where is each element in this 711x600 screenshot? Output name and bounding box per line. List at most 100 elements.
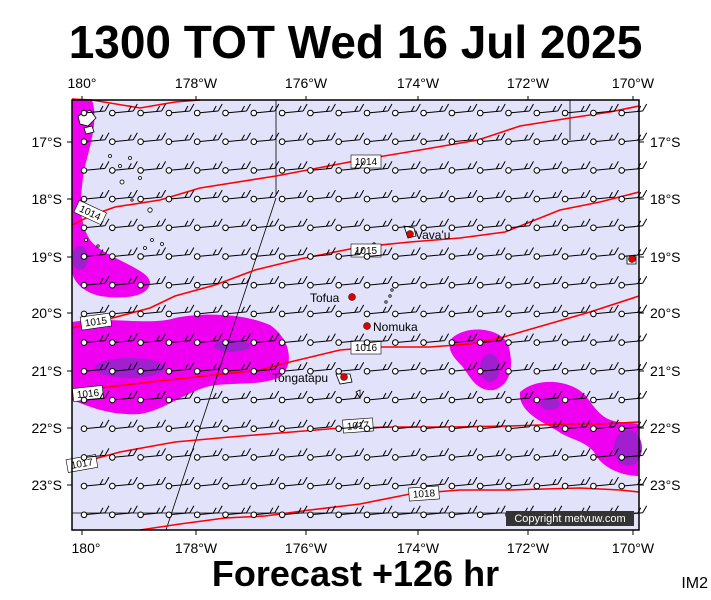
wind-barb xyxy=(253,275,280,286)
wind-station xyxy=(250,482,258,490)
wind-station xyxy=(618,195,626,203)
wind-station xyxy=(109,368,116,375)
wind-barb xyxy=(282,247,308,257)
wind-station xyxy=(278,195,286,203)
wind-barb xyxy=(197,333,223,344)
wind-barb xyxy=(282,218,308,229)
wind-barb xyxy=(225,362,251,372)
wind-barb xyxy=(536,103,563,114)
wind-barb xyxy=(536,189,563,200)
wind-station xyxy=(533,339,541,346)
map-frame xyxy=(71,99,640,531)
lat-label-right: 18°S xyxy=(650,191,681,207)
wind-station xyxy=(590,368,597,375)
wind-barb xyxy=(168,304,195,315)
wind-station xyxy=(80,224,88,232)
wind-barb xyxy=(536,218,563,229)
wind-station xyxy=(335,310,343,318)
wind-station xyxy=(335,511,343,519)
wind-station xyxy=(561,454,569,461)
wind-barb xyxy=(593,247,619,257)
rain-core-southeast-2 xyxy=(540,398,560,410)
wind-station xyxy=(561,396,569,404)
wind-station xyxy=(392,482,399,490)
wind-barb xyxy=(565,132,591,143)
wind-barb xyxy=(253,103,280,114)
wind-barb xyxy=(536,333,563,344)
wind-barb xyxy=(395,218,421,229)
wind-barb xyxy=(451,448,478,458)
wind-station xyxy=(193,167,201,174)
lat-label-left: 19°S xyxy=(31,249,62,265)
wind-station xyxy=(193,454,201,461)
wind-barb xyxy=(310,161,336,171)
wind-station xyxy=(335,109,343,117)
wind-station xyxy=(307,138,314,145)
wind-barb xyxy=(168,505,195,516)
wind-station xyxy=(476,138,484,145)
wind-station xyxy=(222,138,229,145)
wind-station xyxy=(137,195,144,203)
lat-label-right: 19°S xyxy=(650,249,681,265)
wind-station xyxy=(618,167,626,174)
wind-station xyxy=(533,224,541,232)
isobar-label-1017-left: 1017 xyxy=(65,454,99,473)
wind-station xyxy=(505,195,512,203)
wind-station xyxy=(137,138,144,145)
wind-barb xyxy=(565,362,591,372)
wind-barb xyxy=(282,476,308,487)
wind-station xyxy=(250,138,258,145)
wind-station xyxy=(335,167,343,174)
wind-station xyxy=(193,281,201,289)
wind-station xyxy=(476,281,484,289)
lon-labels-bottom: 180° 178°W 176°W 174°W 172°W 170°W xyxy=(72,540,655,556)
wind-station xyxy=(250,253,258,260)
wind-station xyxy=(222,368,229,375)
wind-station xyxy=(590,310,597,318)
lat-labels-right: 17°S 18°S 19°S 20°S 21°S 22°S 23°S xyxy=(650,134,681,493)
wind-barb xyxy=(83,390,110,401)
wind-barb xyxy=(112,103,138,114)
wind-station xyxy=(165,167,173,174)
wind-station xyxy=(392,396,399,404)
wind-station xyxy=(80,167,88,174)
wind-station xyxy=(590,253,597,260)
wind-station xyxy=(448,310,456,318)
wind-barb xyxy=(112,132,138,143)
wind-barb xyxy=(253,161,280,171)
wind-station xyxy=(250,425,258,433)
wind-barb xyxy=(480,419,506,430)
wind-barb xyxy=(282,161,308,171)
wind-station xyxy=(476,368,484,375)
wind-barb xyxy=(168,218,195,229)
wind-station xyxy=(307,482,314,490)
wind-barb xyxy=(310,304,336,315)
wind-station xyxy=(561,368,569,375)
wind-station xyxy=(109,224,116,232)
wind-station xyxy=(165,138,173,145)
wind-station xyxy=(533,195,541,203)
wind-station xyxy=(137,482,144,490)
wind-barb xyxy=(451,275,478,286)
wind-station xyxy=(392,138,399,145)
lon-labels-top: 180° 178°W 176°W 174°W 172°W 170°W xyxy=(68,75,655,91)
wind-station xyxy=(392,310,399,318)
wind-barb xyxy=(253,247,280,257)
wind-barb xyxy=(508,132,534,143)
wind-station xyxy=(590,195,597,203)
wind-station xyxy=(505,339,512,346)
wind-barb xyxy=(508,247,534,257)
wind-station xyxy=(618,454,626,461)
isobar-labels: 1014 1014 1015 1015 1016 1016 1017 1017 xyxy=(65,154,440,502)
wind-barb xyxy=(536,448,563,458)
wind-station xyxy=(109,310,116,318)
wind-station xyxy=(193,339,201,346)
wind-barb xyxy=(282,189,308,200)
lat-label-right: 22°S xyxy=(650,420,681,436)
isobar-label-text: 1015 xyxy=(355,246,378,257)
wind-barb xyxy=(366,390,393,401)
wind-station xyxy=(590,454,597,461)
wind-barb xyxy=(83,362,110,372)
wind-station xyxy=(278,511,286,519)
